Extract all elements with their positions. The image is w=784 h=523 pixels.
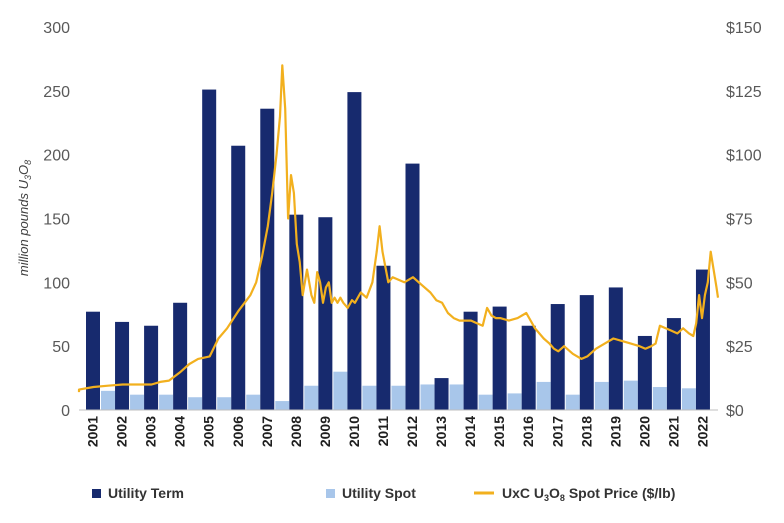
left-tick-label: 250 — [43, 84, 70, 101]
bar-utility-term-2013 — [434, 378, 449, 410]
right-tick-label: $25 — [726, 339, 753, 356]
right-tick-label: $0 — [726, 403, 744, 420]
x-tick-label: 2022 — [695, 416, 711, 447]
bar-utility-term-2001 — [86, 311, 100, 410]
bar-utility-spot-2013 — [449, 384, 464, 410]
bar-utility-term-2012 — [405, 163, 420, 410]
legend-label-utility-term: Utility Term — [108, 485, 184, 501]
bar-utility-spot-2002 — [130, 394, 145, 410]
x-tick-label: 2009 — [317, 416, 333, 447]
right-axis-ticks: $0 $25 $50 $75 $100 $125 $150 — [726, 20, 762, 420]
x-tick-label: 2006 — [230, 416, 246, 447]
x-tick-label: 2020 — [636, 416, 652, 447]
bar-utility-spot-2012 — [420, 384, 435, 410]
bar-utility-spot-2001 — [101, 390, 115, 410]
bar-utility-spot-2015 — [507, 393, 522, 410]
x-tick-label: 2005 — [201, 416, 217, 447]
bar-utility-spot-2009 — [333, 371, 348, 410]
right-tick-label: $125 — [726, 84, 762, 101]
bar-utility-term-2011 — [376, 265, 391, 410]
right-tick-label: $150 — [726, 20, 762, 37]
right-tick-label: $50 — [726, 275, 753, 292]
left-tick-label: 50 — [52, 339, 70, 356]
bars — [86, 89, 710, 411]
legend-swatch-utility-spot — [326, 489, 335, 498]
bar-utility-spot-2010 — [362, 385, 377, 410]
x-tick-label: 2018 — [578, 416, 594, 447]
bar-utility-term-2007 — [260, 108, 275, 410]
right-tick-label: $75 — [726, 212, 753, 229]
bar-utility-spot-2008 — [304, 385, 319, 410]
legend: Utility Term Utility Spot UxC U3O8 Spot … — [92, 485, 675, 503]
x-tick-label: 2004 — [172, 416, 188, 447]
x-axis-ticks: 2001 2002 2003 2004 2005 2006 2007 2008 2009 2010… — [85, 416, 711, 447]
x-tick-label: 2008 — [288, 416, 304, 447]
legend-swatch-utility-term — [92, 489, 101, 498]
left-tick-label: 0 — [61, 403, 70, 420]
bar-utility-term-2021 — [666, 318, 681, 410]
left-tick-label: 200 — [43, 148, 70, 165]
x-tick-label: 2019 — [607, 416, 623, 447]
bar-utility-term-2017 — [550, 304, 565, 410]
bar-utility-term-2005 — [202, 89, 217, 410]
x-tick-label: 2012 — [404, 416, 420, 447]
bar-utility-spot-2014 — [478, 394, 493, 410]
bar-utility-term-2016 — [521, 325, 536, 410]
x-tick-label: 2010 — [346, 416, 362, 447]
bar-utility-term-2010 — [347, 92, 362, 411]
x-tick-label: 2016 — [520, 416, 536, 447]
x-tick-label: 2001 — [85, 416, 101, 447]
bar-utility-spot-2019 — [623, 380, 638, 410]
bar-utility-term-2009 — [318, 217, 333, 410]
bar-utility-term-2019 — [608, 287, 623, 410]
bar-utility-spot-2005 — [217, 397, 232, 410]
bar-utility-spot-2017 — [565, 394, 580, 410]
x-tick-label: 2014 — [462, 416, 478, 447]
x-tick-label: 2011 — [375, 416, 391, 447]
bar-utility-term-2014 — [463, 311, 478, 410]
bar-utility-term-2004 — [173, 302, 188, 410]
bar-utility-spot-2018 — [594, 381, 609, 410]
bar-utility-spot-2006 — [246, 394, 261, 410]
y-axis-label: million pounds U3O8 — [16, 160, 33, 276]
bar-utility-spot-2020 — [652, 387, 667, 410]
bar-utility-term-2018 — [579, 295, 594, 410]
bar-utility-spot-2011 — [391, 385, 406, 410]
right-tick-label: $100 — [726, 148, 762, 165]
bar-utility-spot-2007 — [275, 401, 290, 410]
legend-label-spot-price: UxC U3O8 Spot Price ($/lb) — [502, 485, 675, 503]
bar-utility-term-2002 — [115, 321, 130, 410]
bar-utility-spot-2021 — [681, 388, 696, 410]
x-tick-label: 2002 — [114, 416, 130, 447]
x-tick-label: 2003 — [143, 416, 159, 447]
x-tick-label: 2013 — [433, 416, 449, 447]
x-tick-label: 2017 — [549, 416, 565, 447]
bar-utility-term-2020 — [637, 335, 652, 410]
legend-label-utility-spot: Utility Spot — [342, 485, 416, 501]
x-tick-label: 2021 — [665, 416, 681, 447]
left-tick-label: 300 — [43, 20, 70, 37]
left-tick-label: 150 — [43, 212, 70, 229]
bar-utility-term-2003 — [144, 325, 159, 410]
bar-utility-spot-2004 — [188, 397, 203, 410]
x-tick-label: 2007 — [259, 416, 275, 447]
left-tick-label: 100 — [43, 275, 70, 292]
bar-utility-spot-2003 — [159, 394, 174, 410]
x-tick-label: 2015 — [491, 416, 507, 447]
price-line — [77, 64, 720, 393]
series-spot-price-line — [77, 64, 720, 393]
left-axis-ticks: 0 50 100 150 200 250 300 — [43, 20, 70, 420]
bar-utility-term-2015 — [492, 306, 507, 410]
bar-utility-term-2022 — [695, 269, 710, 410]
bar-utility-spot-2016 — [536, 381, 551, 410]
bar-utility-term-2006 — [231, 145, 246, 411]
